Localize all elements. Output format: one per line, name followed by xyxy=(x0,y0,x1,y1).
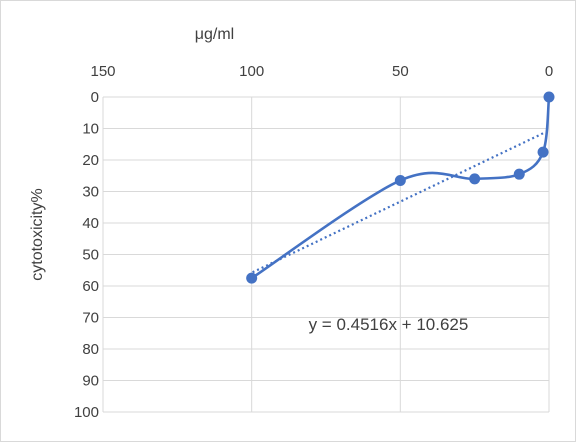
trendline-equation: y = 0.4516x + 10.625 xyxy=(309,315,469,334)
y-tick-label-100: 100 xyxy=(74,404,99,421)
x-tick-label-100: 100 xyxy=(239,63,264,80)
x-tick-label-50: 50 xyxy=(392,63,409,80)
x-axis-title: μg/ml xyxy=(195,26,234,43)
y-tick-label-10: 10 xyxy=(82,121,99,138)
label-layer: 0 50 100 150 0 10 20 30 40 50 60 70 80 90 100 μg/ml cyto… xyxy=(29,26,553,421)
x-tick-label-0: 0 xyxy=(545,63,553,80)
x-tick-label-150: 150 xyxy=(90,63,115,80)
data-point-0 xyxy=(543,91,555,103)
gridlines xyxy=(102,96,550,413)
trendline-layer xyxy=(251,132,544,274)
data-point-4 xyxy=(394,174,406,186)
data-point-2 xyxy=(513,168,525,180)
y-tick-label-70: 70 xyxy=(82,310,99,327)
data-point-1 xyxy=(537,146,549,158)
y-tick-label-0: 0 xyxy=(91,89,99,106)
y-tick-label-60: 60 xyxy=(82,278,99,295)
y-tick-label-80: 80 xyxy=(82,341,99,358)
trendline xyxy=(251,132,544,274)
y-tick-label-90: 90 xyxy=(82,373,99,390)
y-tick-label-50: 50 xyxy=(82,247,99,264)
y-tick-label-30: 30 xyxy=(82,184,99,201)
y-tick-label-40: 40 xyxy=(82,215,99,232)
y-tick-label-20: 20 xyxy=(82,152,99,169)
y-axis-title: cytotoxicity% xyxy=(29,188,46,280)
series-layer xyxy=(246,91,555,284)
data-point-5 xyxy=(246,272,258,284)
data-point-3 xyxy=(469,173,481,185)
